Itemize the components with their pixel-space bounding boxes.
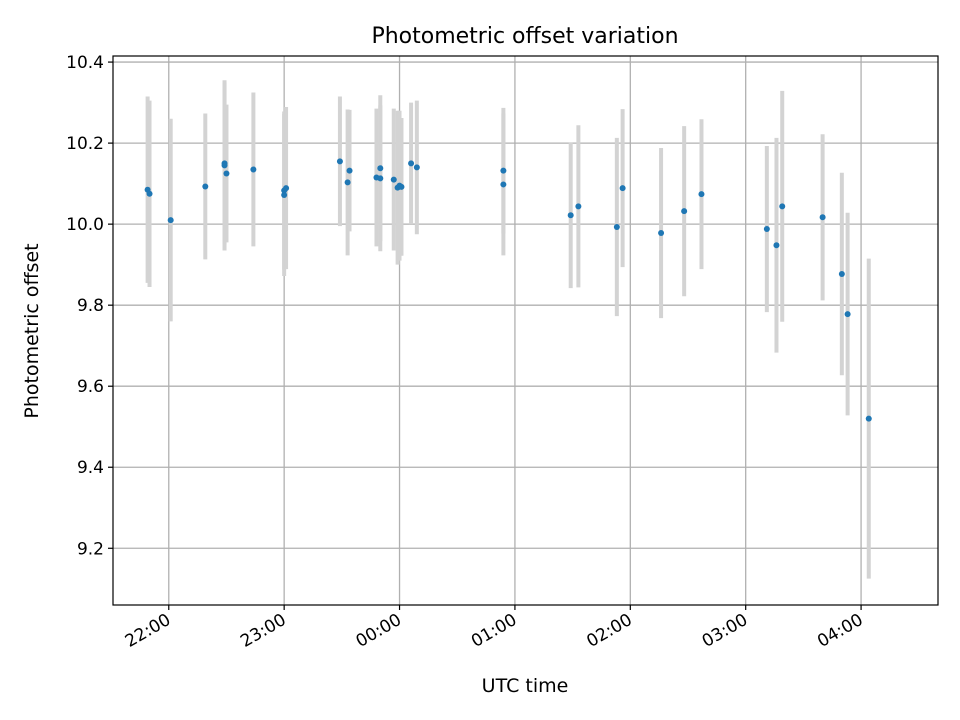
data-point (819, 214, 826, 221)
data-point (250, 166, 257, 173)
y-tick-label: 10.0 (66, 215, 104, 235)
data-point (763, 226, 770, 233)
data-point (865, 415, 872, 422)
data-point (773, 242, 780, 249)
data-point (575, 203, 582, 210)
data-point (202, 183, 209, 190)
y-axis-label: Photometric offset (21, 243, 43, 418)
data-point (167, 217, 174, 224)
data-point (336, 158, 343, 165)
y-axis-ticks: 9.2 9.4 9.6 9.8 10.0 10.2 10.4 (66, 53, 113, 559)
data-point (681, 208, 688, 215)
data-point (658, 230, 665, 237)
y-tick-label: 9.8 (77, 296, 104, 316)
data-point (398, 183, 405, 190)
data-point (413, 164, 420, 171)
data-point (779, 203, 786, 210)
y-tick-label: 10.2 (66, 134, 104, 154)
chart-title: Photometric offset variation (371, 24, 678, 49)
data-point (346, 167, 353, 174)
data-point (390, 176, 397, 183)
data-point (408, 160, 415, 167)
data-point (221, 162, 228, 169)
data-point (838, 270, 845, 277)
data-point (500, 167, 507, 174)
y-tick-label: 9.4 (77, 458, 104, 478)
y-tick-label: 10.4 (66, 53, 104, 73)
data-point (223, 170, 230, 177)
x-axis-label: UTC time (482, 675, 569, 697)
data-point (283, 185, 290, 192)
data-point (500, 181, 507, 188)
data-points (144, 158, 872, 422)
plot-frame (112, 55, 939, 606)
data-point (377, 175, 384, 182)
data-point (281, 191, 288, 198)
data-point (146, 190, 153, 197)
data-point (844, 311, 851, 318)
data-point (567, 212, 574, 219)
y-tick-label: 9.6 (77, 377, 104, 397)
data-point (377, 165, 384, 172)
data-point (613, 223, 620, 230)
data-point (698, 191, 705, 198)
plot-area (113, 56, 938, 605)
y-tick-label: 9.2 (77, 539, 104, 559)
data-point (619, 185, 626, 192)
data-point (344, 179, 351, 186)
